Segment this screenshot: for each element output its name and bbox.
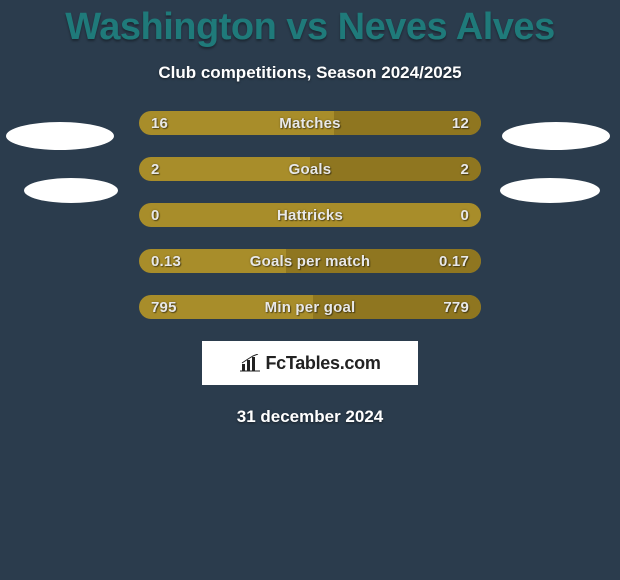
date-text: 31 december 2024 xyxy=(0,407,620,427)
bar-label: Matches xyxy=(139,111,481,135)
bar-right-value: 0.17 xyxy=(439,249,469,273)
bar-label: Hattricks xyxy=(139,203,481,227)
stat-bar: 16Matches12 xyxy=(139,111,481,135)
stats-bars: 16Matches12 2Goals2 0Hattricks0 0.13Goals p… xyxy=(139,111,481,319)
logo-box: FcTables.com xyxy=(202,341,418,385)
bar-right-value: 12 xyxy=(452,111,469,135)
bar-right-value: 0 xyxy=(460,203,469,227)
stat-bar: 795Min per goal779 xyxy=(139,295,481,319)
bar-right-value: 779 xyxy=(443,295,469,319)
bar-right-value: 2 xyxy=(460,157,469,181)
bar-label: Min per goal xyxy=(139,295,481,319)
decorative-ellipse xyxy=(500,178,600,203)
decorative-ellipse xyxy=(6,122,114,150)
stat-bar: 2Goals2 xyxy=(139,157,481,181)
page-title: Washington vs Neves Alves xyxy=(0,0,620,49)
bar-chart-icon xyxy=(239,354,261,372)
decorative-ellipse xyxy=(24,178,118,203)
logo-text: FcTables.com xyxy=(265,353,380,374)
subtitle: Club competitions, Season 2024/2025 xyxy=(0,63,620,83)
decorative-ellipse xyxy=(502,122,610,150)
stat-bar: 0.13Goals per match0.17 xyxy=(139,249,481,273)
bar-label: Goals per match xyxy=(139,249,481,273)
stat-bar: 0Hattricks0 xyxy=(139,203,481,227)
bar-label: Goals xyxy=(139,157,481,181)
